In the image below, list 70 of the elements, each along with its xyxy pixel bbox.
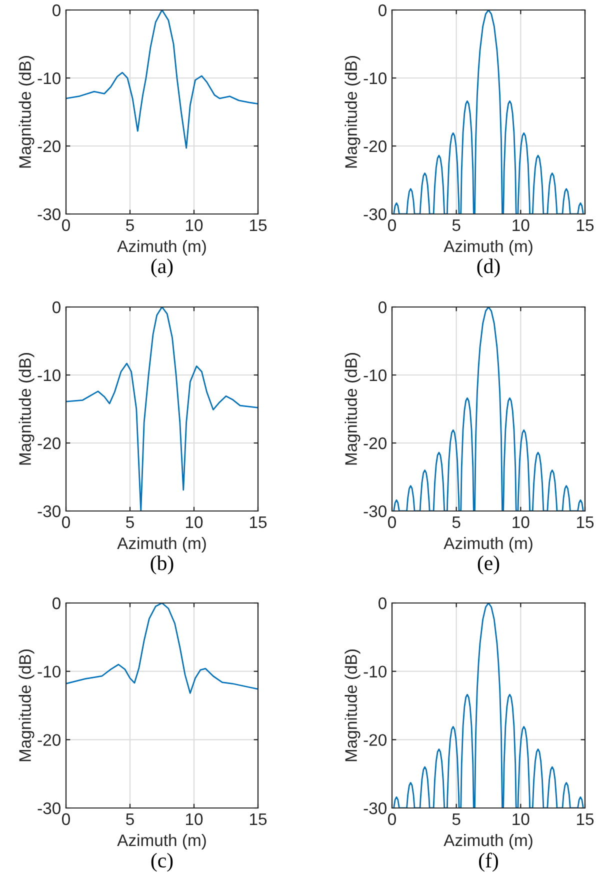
x-tick-label: 5: [126, 219, 134, 232]
y-tick-label: -30: [364, 802, 386, 814]
y-tick-label: -20: [364, 437, 386, 450]
y-tick-label: -20: [38, 140, 60, 152]
x-axis-title: Azimuth (m): [444, 834, 532, 850]
x-axis-title: Azimuth (m): [117, 240, 206, 256]
x-axis-title: Azimuth (m): [117, 536, 206, 552]
x-tick-label: 15: [577, 516, 594, 528]
line-series: [393, 307, 584, 511]
y-tick-label: -30: [38, 208, 60, 220]
y-tick-label: 0: [378, 4, 386, 16]
x-tick-label: 15: [577, 219, 594, 232]
y-tick-label: -20: [38, 437, 60, 450]
x-tick-label: 10: [186, 516, 203, 528]
y-tick-label: 0: [378, 597, 386, 610]
y-tick-label: 0: [378, 301, 386, 314]
y-axis-title: Magnitude (dB): [344, 56, 360, 168]
x-tick-label: 10: [186, 219, 203, 232]
y-axis-title: Magnitude (dB): [18, 353, 34, 465]
y-axis-title: Magnitude (dB): [344, 650, 360, 762]
y-tick-label: -10: [38, 369, 60, 382]
y-tick-label: -20: [364, 734, 386, 746]
text: (e): [478, 556, 500, 574]
text: (b): [150, 556, 174, 574]
y-tick-label: -20: [38, 734, 60, 746]
y-tick-label: -30: [364, 208, 386, 220]
x-tick-label: 0: [62, 813, 70, 826]
line-series: [66, 307, 258, 511]
y-axis-title: Magnitude (dB): [18, 56, 34, 168]
x-tick-label: 5: [452, 813, 460, 826]
x-tick-label: 10: [186, 813, 203, 826]
y-axis-title: Magnitude (dB): [18, 650, 34, 762]
text: (d): [477, 258, 500, 278]
line-series: [393, 603, 584, 808]
line-series: [393, 10, 584, 214]
text: (f): [479, 852, 498, 872]
x-tick-label: 15: [577, 813, 594, 826]
x-tick-label: 15: [250, 516, 267, 528]
y-tick-label: -20: [364, 140, 386, 152]
x-axis-title: Azimuth (m): [117, 834, 206, 850]
y-tick-label: -10: [38, 72, 60, 84]
y-tick-label: -10: [364, 666, 386, 678]
x-axis-title: Azimuth (m): [444, 536, 532, 552]
x-tick-label: 5: [126, 516, 134, 528]
y-tick-label: -30: [38, 505, 60, 518]
y-tick-label: -10: [364, 369, 386, 382]
x-tick-label: 15: [250, 219, 267, 232]
x-tick-label: 0: [388, 516, 396, 528]
y-tick-label: 0: [52, 4, 60, 16]
x-tick-label: 10: [512, 219, 530, 232]
text: (c): [151, 852, 173, 872]
y-tick-label: -10: [38, 666, 60, 678]
y-tick-label: 0: [52, 597, 60, 610]
x-tick-label: 5: [126, 813, 134, 826]
x-axis-title: Azimuth (m): [444, 240, 532, 256]
x-tick-label: 15: [250, 813, 267, 826]
text: (a): [151, 258, 173, 278]
x-tick-label: 5: [452, 219, 460, 232]
y-tick-label: -30: [38, 802, 60, 814]
x-tick-label: 5: [452, 516, 460, 528]
y-axis-title: Magnitude (dB): [344, 353, 360, 465]
x-tick-label: 10: [512, 516, 530, 528]
x-tick-label: 0: [62, 516, 70, 528]
x-tick-label: 0: [388, 813, 396, 826]
y-tick-label: -30: [364, 505, 386, 518]
x-tick-label: 10: [512, 813, 530, 826]
x-tick-label: 0: [388, 219, 396, 232]
x-tick-label: 0: [62, 219, 70, 232]
y-tick-label: 0: [52, 301, 60, 314]
y-tick-label: -10: [364, 72, 386, 84]
